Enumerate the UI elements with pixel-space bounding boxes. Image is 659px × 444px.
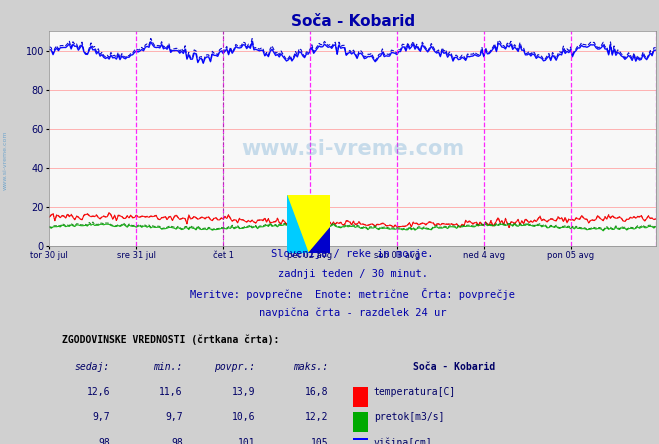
Text: 105: 105 <box>310 438 328 444</box>
Text: Soča - Kobarid: Soča - Kobarid <box>413 362 496 372</box>
Text: navpična črta - razdelek 24 ur: navpična črta - razdelek 24 ur <box>259 308 446 318</box>
Text: 13,9: 13,9 <box>232 387 256 397</box>
Text: min.:: min.: <box>154 362 183 372</box>
FancyBboxPatch shape <box>353 387 368 407</box>
Text: maks.:: maks.: <box>293 362 328 372</box>
Text: temperatura[C]: temperatura[C] <box>374 387 456 397</box>
Text: Slovenija / reke in morje.: Slovenija / reke in morje. <box>272 250 434 259</box>
Text: 10,6: 10,6 <box>232 412 256 422</box>
Text: 9,7: 9,7 <box>165 412 183 422</box>
Text: 12,2: 12,2 <box>305 412 328 422</box>
Polygon shape <box>308 227 330 253</box>
Text: 16,8: 16,8 <box>305 387 328 397</box>
Text: zadnji teden / 30 minut.: zadnji teden / 30 minut. <box>277 269 428 279</box>
Text: Meritve: povprečne  Enote: metrične  Črta: povprečje: Meritve: povprečne Enote: metrične Črta:… <box>190 288 515 300</box>
Text: 9,7: 9,7 <box>92 412 110 422</box>
Text: 98: 98 <box>98 438 110 444</box>
Text: 12,6: 12,6 <box>86 387 110 397</box>
Text: povpr.:: povpr.: <box>214 362 256 372</box>
Text: 11,6: 11,6 <box>159 387 183 397</box>
FancyBboxPatch shape <box>353 438 368 444</box>
Text: www.si-vreme.com: www.si-vreme.com <box>241 139 464 159</box>
Text: višina[cm]: višina[cm] <box>374 438 432 444</box>
Text: sedaj:: sedaj: <box>75 362 110 372</box>
Text: pretok[m3/s]: pretok[m3/s] <box>374 412 444 422</box>
Text: ZGODOVINSKE VREDNOSTI (črtkana črta):: ZGODOVINSKE VREDNOSTI (črtkana črta): <box>61 335 279 345</box>
Text: www.si-vreme.com: www.si-vreme.com <box>3 130 8 190</box>
FancyBboxPatch shape <box>353 412 368 432</box>
Polygon shape <box>287 195 308 253</box>
Text: 98: 98 <box>171 438 183 444</box>
Title: Soča - Kobarid: Soča - Kobarid <box>291 13 415 28</box>
Text: 101: 101 <box>238 438 256 444</box>
